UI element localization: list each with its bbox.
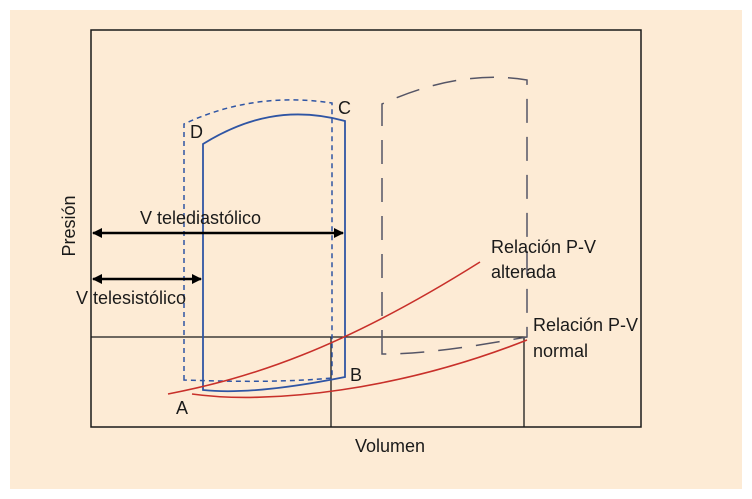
end-systolic-volume-label: V telesistólico	[76, 288, 186, 308]
point-label-d: D	[190, 122, 203, 142]
pv-normal-label-line1: Relación P-V	[533, 315, 638, 335]
pv-altered-label-line1: Relación P-V	[491, 237, 596, 257]
point-label-c: C	[338, 98, 351, 118]
pv-normal-label-line2: normal	[533, 341, 588, 361]
point-label-b: B	[350, 365, 362, 385]
plot-border	[90, 29, 642, 428]
pv-relation-altered-curve	[167, 261, 481, 395]
pv-altered-label-line2: alterada	[491, 262, 557, 282]
diagram-background	[10, 10, 742, 489]
x-axis-label: Volumen	[355, 436, 425, 456]
y-axis-label: Presión	[59, 195, 79, 256]
point-label-a: A	[176, 398, 188, 418]
pv-loop-normal	[202, 113, 346, 393]
dashed-loop-long	[381, 76, 528, 355]
pv-relation-normal-curve	[191, 339, 528, 399]
dashed-loop-short	[183, 99, 333, 383]
end-diastolic-volume-label: V telediastólico	[140, 208, 261, 228]
